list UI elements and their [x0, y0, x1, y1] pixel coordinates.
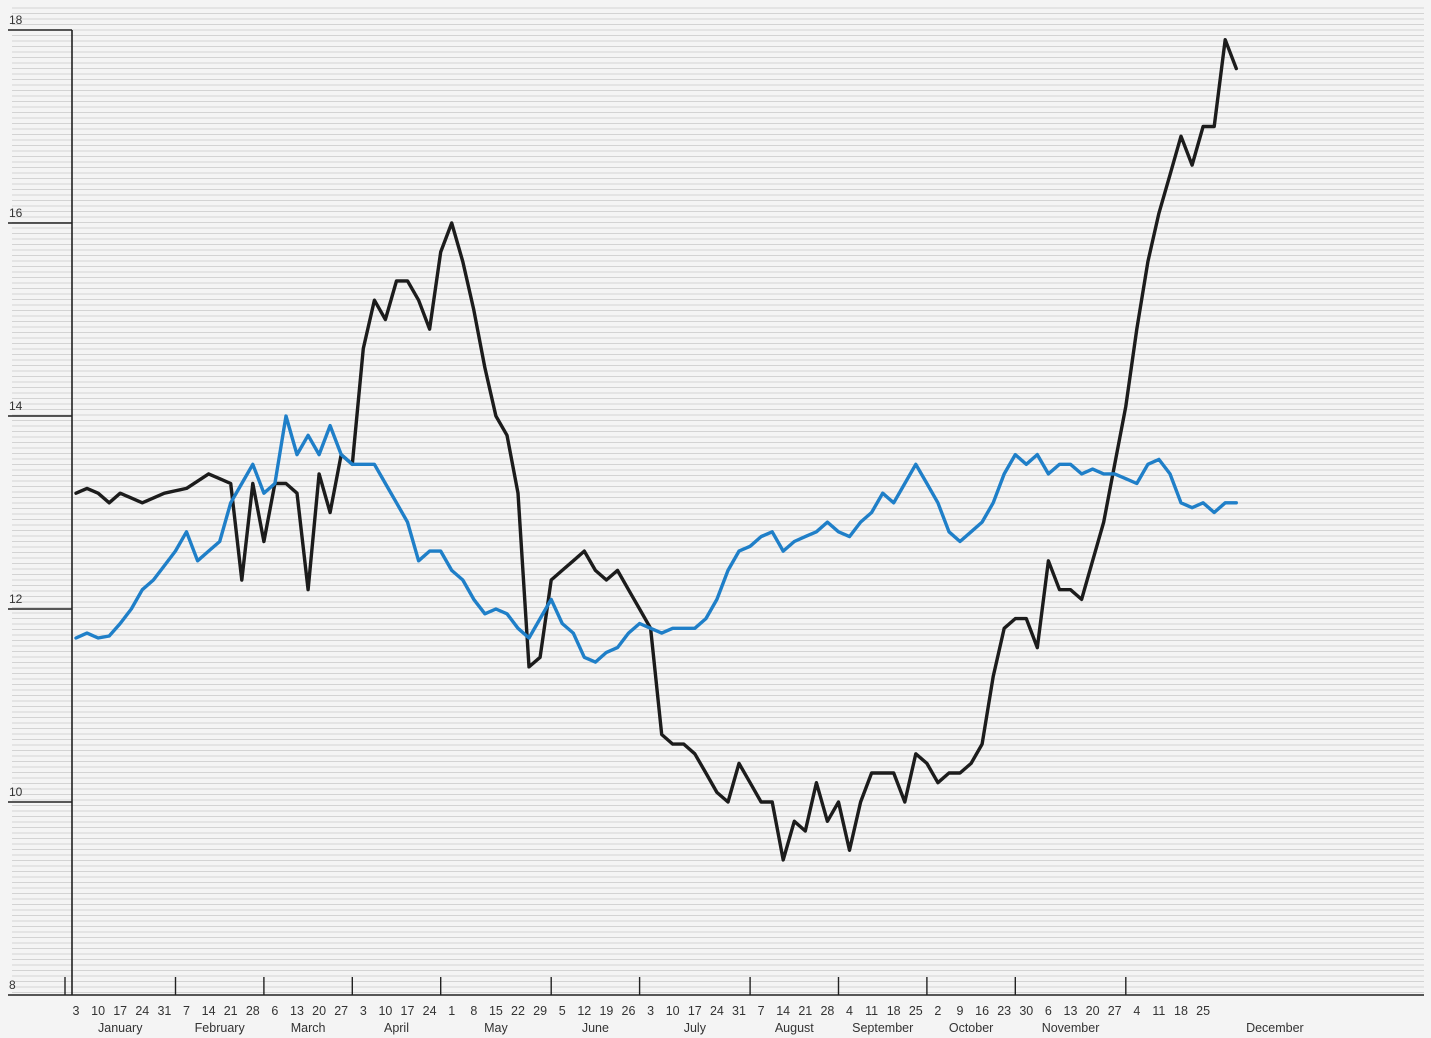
- month-label: November: [1042, 1021, 1100, 1035]
- x-tick-label: 6: [1045, 1004, 1052, 1018]
- x-tick-label: 24: [710, 1004, 724, 1018]
- x-tick-label: 2: [934, 1004, 941, 1018]
- x-tick-label: 12: [577, 1004, 591, 1018]
- x-tick-label: 31: [157, 1004, 171, 1018]
- x-tick-label: 19: [599, 1004, 613, 1018]
- x-tick-label: 26: [622, 1004, 636, 1018]
- x-tick-label: 5: [559, 1004, 566, 1018]
- horizontal-gridlines: [12, 7, 1424, 993]
- x-tick-label: 1: [448, 1004, 455, 1018]
- month-label: September: [852, 1021, 913, 1035]
- x-tick-label: 21: [798, 1004, 812, 1018]
- y-tick-label: 16: [9, 206, 23, 220]
- x-tick-label: 4: [1133, 1004, 1140, 1018]
- x-tick-label: 24: [423, 1004, 437, 1018]
- x-tick-label: 24: [135, 1004, 149, 1018]
- x-tick-label: 29: [533, 1004, 547, 1018]
- y-tick-label: 18: [9, 13, 23, 27]
- x-tick-label: 14: [202, 1004, 216, 1018]
- month-label: April: [384, 1021, 409, 1035]
- month-label: December: [1246, 1021, 1304, 1035]
- x-tick-label: 30: [1019, 1004, 1033, 1018]
- x-tick-label: 27: [334, 1004, 348, 1018]
- x-tick-label: 11: [1152, 1004, 1165, 1018]
- x-tick-label: 3: [647, 1004, 654, 1018]
- month-label: June: [582, 1021, 609, 1035]
- x-tick-label: 3: [73, 1004, 80, 1018]
- x-tick-label: 15: [489, 1004, 503, 1018]
- y-tick-label: 12: [9, 592, 23, 606]
- x-tick-label: 16: [975, 1004, 989, 1018]
- x-tick-label: 3: [360, 1004, 367, 1018]
- x-tick-label: 10: [666, 1004, 680, 1018]
- x-tick-label: 28: [246, 1004, 260, 1018]
- month-label: February: [195, 1021, 246, 1035]
- x-tick-label: 18: [1174, 1004, 1188, 1018]
- x-tick-label: 13: [1064, 1004, 1078, 1018]
- x-tick-label: 17: [401, 1004, 415, 1018]
- x-tick-label: 10: [91, 1004, 105, 1018]
- x-tick-label: 11: [865, 1004, 878, 1018]
- x-tick-label: 17: [688, 1004, 702, 1018]
- x-tick-label: 31: [732, 1004, 746, 1018]
- x-tick-label: 4: [846, 1004, 853, 1018]
- month-label: October: [949, 1021, 993, 1035]
- x-tick-label: 28: [820, 1004, 834, 1018]
- x-tick-label: 7: [758, 1004, 765, 1018]
- x-tick-label: 25: [909, 1004, 923, 1018]
- x-tick-label: 14: [776, 1004, 790, 1018]
- x-axis: 3 10 17 24 31 7 14 21 28 6 13 20 27 3 10 17 24 1 8 15 22 29 5 1…: [64, 977, 1424, 1035]
- x-tick-label: 10: [378, 1004, 392, 1018]
- x-tick-label: 20: [312, 1004, 326, 1018]
- y-axis: 18 16 14 12 10 8: [8, 13, 73, 996]
- y-tick-label: 10: [9, 785, 23, 799]
- x-tick-label: 27: [1108, 1004, 1122, 1018]
- x-tick-label: 8: [470, 1004, 477, 1018]
- x-tick-label: 6: [271, 1004, 278, 1018]
- month-label: March: [291, 1021, 326, 1035]
- x-tick-label: 22: [511, 1004, 525, 1018]
- x-tick-label: 25: [1196, 1004, 1210, 1018]
- month-label: August: [775, 1021, 814, 1035]
- month-label: January: [98, 1021, 143, 1035]
- x-tick-label: 7: [183, 1004, 190, 1018]
- month-label: May: [484, 1021, 508, 1035]
- series-line-2: [74, 414, 1238, 664]
- x-tick-label: 20: [1086, 1004, 1100, 1018]
- x-tick-label: 23: [997, 1004, 1011, 1018]
- month-label: July: [684, 1021, 707, 1035]
- series-line-1: [74, 38, 1238, 862]
- y-tick-label: 14: [9, 399, 23, 413]
- x-tick-label: 18: [887, 1004, 901, 1018]
- x-tick-label: 21: [224, 1004, 238, 1018]
- x-tick-label: 17: [113, 1004, 127, 1018]
- x-tick-label: 13: [290, 1004, 304, 1018]
- x-tick-label: 9: [957, 1004, 964, 1018]
- data-series: [74, 38, 1238, 862]
- y-tick-label: 8: [9, 978, 16, 992]
